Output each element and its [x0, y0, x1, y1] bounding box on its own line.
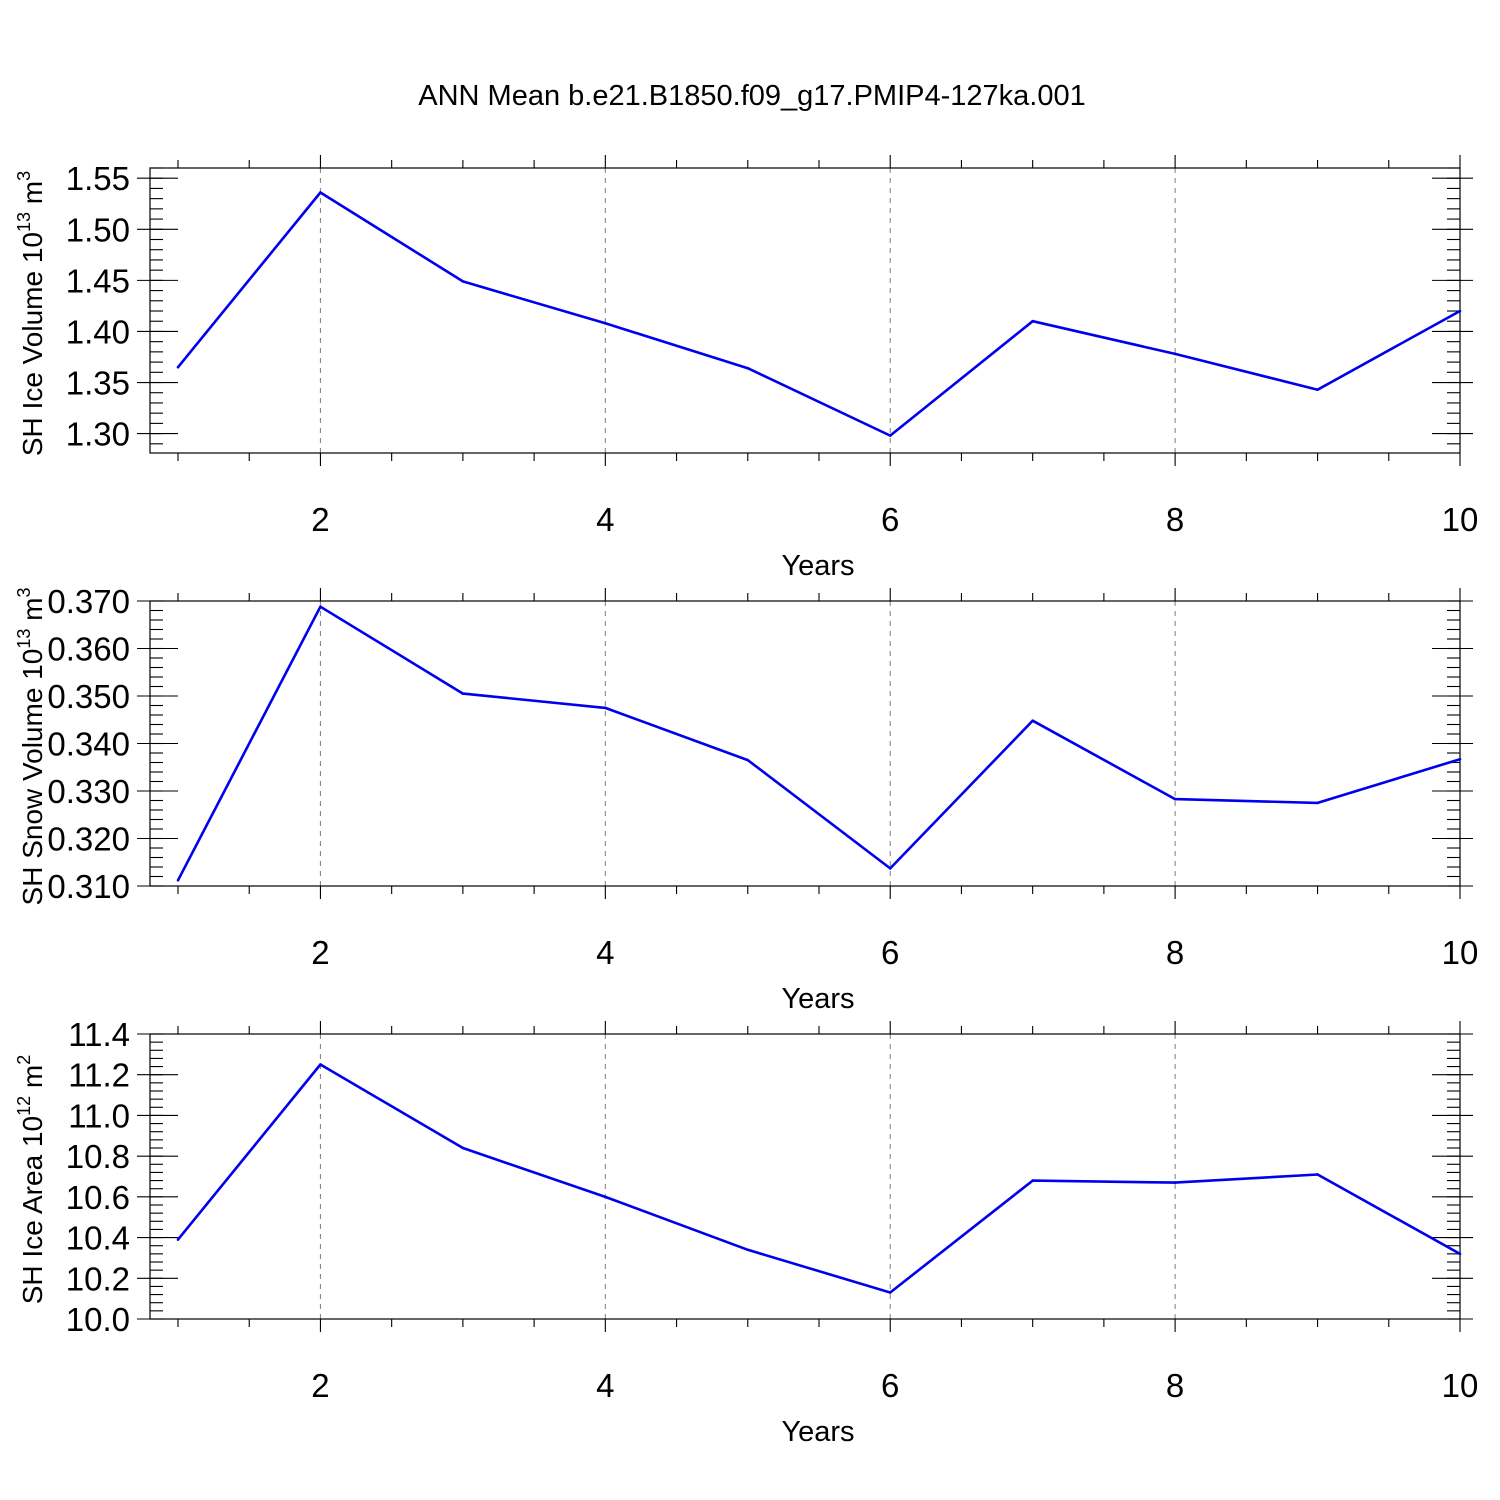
data-point [604, 706, 607, 710]
y-axis-label-part: m [17, 181, 48, 212]
data-point [319, 1063, 322, 1066]
x-axis-label: Years [781, 550, 854, 582]
figure-title: ANN Mean b.e21.B1850.f09_g17.PMIP4-127ka… [418, 80, 1085, 112]
data-point [746, 1248, 750, 1252]
x-tick-label: 6 [881, 501, 899, 538]
y-tick-label: 11.2 [68, 1057, 130, 1094]
data-point [1031, 1179, 1034, 1182]
y-tick-label: 1.45 [66, 262, 130, 299]
x-tick-label: 2 [311, 1367, 329, 1404]
y-axis-label-part: m [17, 598, 48, 629]
data-point [1458, 1252, 1462, 1256]
y-tick-label: 0.330 [47, 773, 130, 810]
y-axis-label-superscript: 2 [14, 1055, 34, 1065]
y-tick-label: 11.0 [68, 1097, 130, 1134]
y-tick-label: 10.6 [66, 1179, 130, 1216]
x-tick-label: 2 [311, 934, 329, 971]
data-point [176, 365, 180, 369]
y-tick-label: 10.8 [66, 1138, 130, 1175]
x-axis-label: Years [781, 1416, 854, 1448]
x-tick-label: 6 [881, 934, 899, 971]
y-axis-label-part: SH Ice Area 10 [17, 1116, 48, 1304]
series-line [176, 191, 1461, 437]
y-axis-label-superscript: 13 [14, 629, 34, 649]
plot-frame [149, 167, 1461, 454]
data-point [176, 879, 180, 882]
x-tick-label: 2 [311, 501, 329, 538]
data-point [746, 366, 750, 370]
x-axis-label: Years [781, 983, 854, 1015]
x-tick-label: 4 [596, 501, 614, 538]
y-tick-label: 0.310 [47, 868, 130, 905]
y-tick-label: 0.340 [47, 726, 130, 763]
y-axis-label: SH Ice Area 1012 m2 [14, 1055, 48, 1305]
data-point [1458, 757, 1462, 761]
y-axis-label-part: SH Ice Volume 10 [17, 232, 48, 456]
x-tick-label: 4 [596, 1367, 614, 1404]
y-axis-label-superscript: 13 [14, 212, 34, 232]
data-point [1031, 719, 1034, 722]
y-axis-label-part: m [17, 1065, 48, 1096]
panel-1: 1.30 1.35 1.40 1.45 1.50 1.55 2 4 6 8 10 Years SH Ic… [14, 155, 1478, 582]
data-point [1458, 309, 1462, 313]
data-point [1031, 319, 1034, 323]
data-point [1316, 388, 1319, 391]
data-point [461, 692, 465, 695]
y-tick-label: 1.50 [66, 211, 130, 248]
series-line [176, 1063, 1461, 1294]
data-point [461, 280, 465, 283]
y-axis-label-superscript: 3 [14, 171, 34, 181]
y-axis-label-superscript: 12 [14, 1096, 34, 1116]
data-point [746, 758, 750, 762]
x-tick-label: 8 [1166, 934, 1184, 971]
data-point [888, 867, 892, 870]
data-point [888, 434, 892, 437]
x-tick-label: 4 [596, 934, 614, 971]
data-point [176, 1238, 180, 1241]
x-tick-label: 10 [1442, 1367, 1479, 1404]
series-line [176, 605, 1461, 881]
data-point [604, 321, 607, 325]
y-axis-label-part: SH Snow Volume 10 [17, 649, 48, 906]
data-point [461, 1146, 465, 1150]
data-point [888, 1291, 892, 1294]
y-tick-label: 0.320 [47, 821, 130, 858]
y-tick-label: 0.360 [47, 631, 130, 668]
y-tick-label: 11.4 [68, 1016, 130, 1053]
data-point [1173, 1181, 1177, 1184]
plot-frame [149, 1033, 1461, 1320]
y-axis-label: SH Snow Volume 1013 m3 [14, 588, 48, 906]
x-tick-label: 10 [1442, 934, 1479, 971]
x-tick-label: 8 [1166, 1367, 1184, 1404]
plot-frame [149, 600, 1461, 887]
data-point [319, 191, 322, 194]
y-tick-label: 0.350 [47, 678, 130, 715]
data-point [1316, 801, 1319, 805]
data-point [604, 1195, 607, 1199]
data-point [319, 605, 322, 608]
y-tick-label: 1.55 [66, 160, 130, 197]
data-point [1173, 797, 1177, 801]
y-tick-label: 10.4 [66, 1220, 130, 1257]
data-point [1316, 1173, 1319, 1176]
y-tick-label: 0.370 [47, 583, 130, 620]
y-tick-label: 10.0 [66, 1301, 130, 1338]
x-tick-label: 8 [1166, 501, 1184, 538]
y-axis-label: SH Ice Volume 1013 m3 [14, 171, 48, 456]
y-tick-label: 10.2 [66, 1260, 130, 1297]
data-point [1173, 352, 1177, 356]
y-tick-label: 1.35 [66, 365, 130, 402]
y-axis-label-superscript: 3 [14, 588, 34, 598]
x-tick-label: 6 [881, 1367, 899, 1404]
y-tick-label: 1.40 [66, 313, 130, 350]
panel-3: 10.0 10.210.4 10.6 10.8 11.011.2 11.4 2 4 6 8 10 Ye… [14, 1016, 1478, 1448]
x-tick-label: 10 [1442, 501, 1479, 538]
y-tick-label: 1.30 [66, 416, 130, 453]
panels: 1.30 1.35 1.40 1.45 1.50 1.55 2 4 6 8 10 Years SH Ic… [14, 155, 1478, 1448]
panel-2: 0.310 0.320 0.330 0.340 0.350 0.360 0.370 2 4 6 8 1… [14, 583, 1478, 1015]
